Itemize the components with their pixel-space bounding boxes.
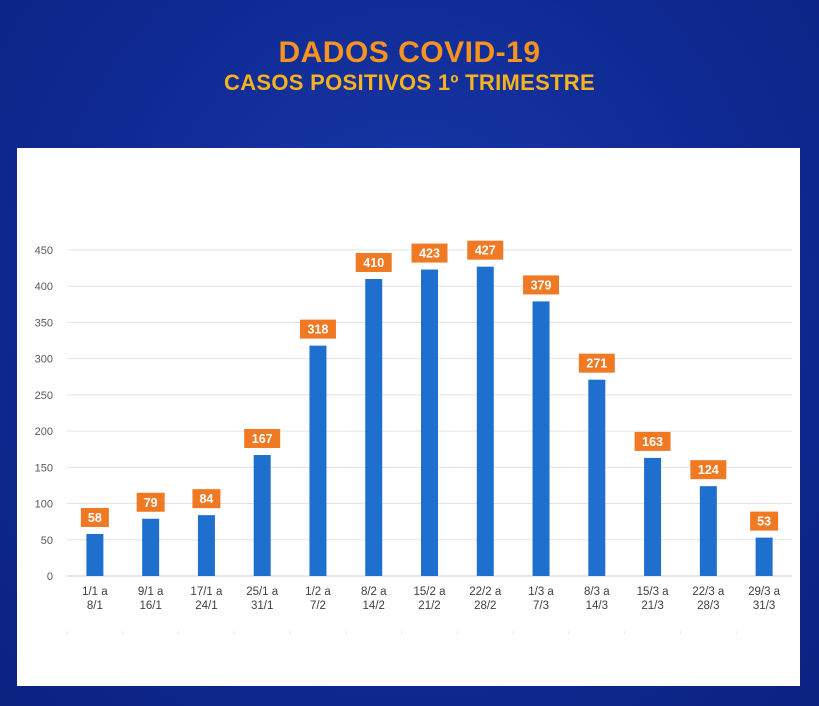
data-label: 79 <box>144 496 158 510</box>
x-tick-label: 14/2 <box>363 600 385 612</box>
data-label: 167 <box>252 432 273 446</box>
data-label-box <box>578 353 615 373</box>
chart-panel: 0 50 100 150 200 250 300 350 400 450 58 79 84 167 318… <box>17 148 800 686</box>
data-label: 410 <box>363 256 384 270</box>
data-label-box <box>634 431 671 451</box>
data-label: 124 <box>698 463 719 477</box>
x-tick-label: 22/2 a <box>469 586 502 598</box>
bar-chart: 0 50 100 150 200 250 300 350 400 450 58 79 84 167 318… <box>35 240 792 634</box>
data-label: 163 <box>642 435 663 449</box>
data-label-box <box>523 275 560 295</box>
bar <box>253 455 271 576</box>
y-tick-label: 50 <box>41 535 53 547</box>
bar <box>644 457 662 576</box>
bar <box>755 537 773 576</box>
x-tick-label: 8/3 a <box>584 586 610 598</box>
x-tick-label: 21/2 <box>418 600 440 612</box>
data-label: 271 <box>586 357 607 371</box>
x-axis-labels: 1/1 a 8/1 9/1 a 16/1 17/1 a 24/1 25/1 a 31/1 1/2… <box>66 586 781 634</box>
y-tick-label: 150 <box>35 462 53 474</box>
x-tick-label: 7/3 <box>533 600 549 612</box>
data-label: 58 <box>88 511 102 525</box>
data-label-box <box>467 240 504 260</box>
x-tick-label: 1/1 a <box>82 586 108 598</box>
y-tick-label: 300 <box>35 354 53 366</box>
x-tick-label: 1/2 a <box>305 586 331 598</box>
x-tick-label: 21/3 <box>641 600 663 612</box>
x-tick-label: 15/2 a <box>414 586 447 598</box>
y-tick-label: 350 <box>35 317 53 329</box>
data-label-box <box>80 507 109 527</box>
x-tick-label: 8/1 <box>87 600 103 612</box>
bar <box>532 301 550 576</box>
data-label: 427 <box>475 244 496 258</box>
y-tick-label: 400 <box>35 281 53 293</box>
bar <box>86 533 104 576</box>
data-label: 318 <box>308 323 329 337</box>
bar <box>699 486 717 576</box>
x-tick-label: 22/3 a <box>692 586 725 598</box>
x-tick-label: 14/3 <box>586 600 608 612</box>
data-label: 379 <box>531 278 552 292</box>
bar <box>142 518 160 576</box>
x-tick-label: 31/1 <box>251 600 273 612</box>
bar <box>588 379 606 576</box>
x-tick-label: 17/1 a <box>190 586 223 598</box>
data-label: 423 <box>419 247 440 261</box>
bar <box>365 278 383 576</box>
data-label-box <box>750 511 779 531</box>
x-tick-label: 29/3 a <box>748 586 781 598</box>
x-tick-label: 8/2 a <box>361 586 387 598</box>
bar <box>421 269 438 576</box>
x-tick-label: 9/1 a <box>138 586 164 598</box>
data-label: 84 <box>199 492 213 506</box>
x-tick-label: 15/3 a <box>637 586 670 598</box>
x-tick-label: 24/1 <box>195 600 217 612</box>
data-label-box <box>690 460 727 480</box>
data-label-box <box>244 429 281 449</box>
x-tick-label: 31/3 <box>753 600 775 612</box>
data-label: 53 <box>757 515 771 529</box>
data-label-box <box>299 319 336 339</box>
data-label-box <box>355 252 392 272</box>
chart-subtitle: CASOS POSITIVOS 1º TRIMESTRE <box>224 70 595 95</box>
bar <box>476 266 494 576</box>
y-tick-label: 100 <box>35 499 53 511</box>
x-tick-label: 16/1 <box>139 600 161 612</box>
value-labels: 58 79 84 167 318 410 423 427 379 271 163 124 53 <box>80 240 779 531</box>
bar <box>309 345 327 576</box>
x-tick-label: 7/2 <box>310 600 326 612</box>
y-tick-label: 0 <box>47 571 53 583</box>
bars <box>86 266 773 576</box>
y-tick-label: 200 <box>35 426 53 438</box>
x-tick-label: 1/3 a <box>528 586 554 598</box>
data-label-box <box>192 489 221 509</box>
y-tick-label: 250 <box>35 390 53 402</box>
chart-title: DADOS COVID-19 <box>278 36 541 69</box>
x-tick-label: 28/3 <box>697 600 719 612</box>
data-label-box <box>136 492 165 512</box>
bar <box>197 515 215 576</box>
x-tick-label: 25/1 a <box>246 586 279 598</box>
x-tick-label: 28/2 <box>474 600 496 612</box>
data-label-box <box>411 243 448 263</box>
y-axis-ticks: 0 50 100 150 200 250 300 350 400 450 <box>35 245 53 583</box>
y-tick-label: 450 <box>35 245 53 257</box>
